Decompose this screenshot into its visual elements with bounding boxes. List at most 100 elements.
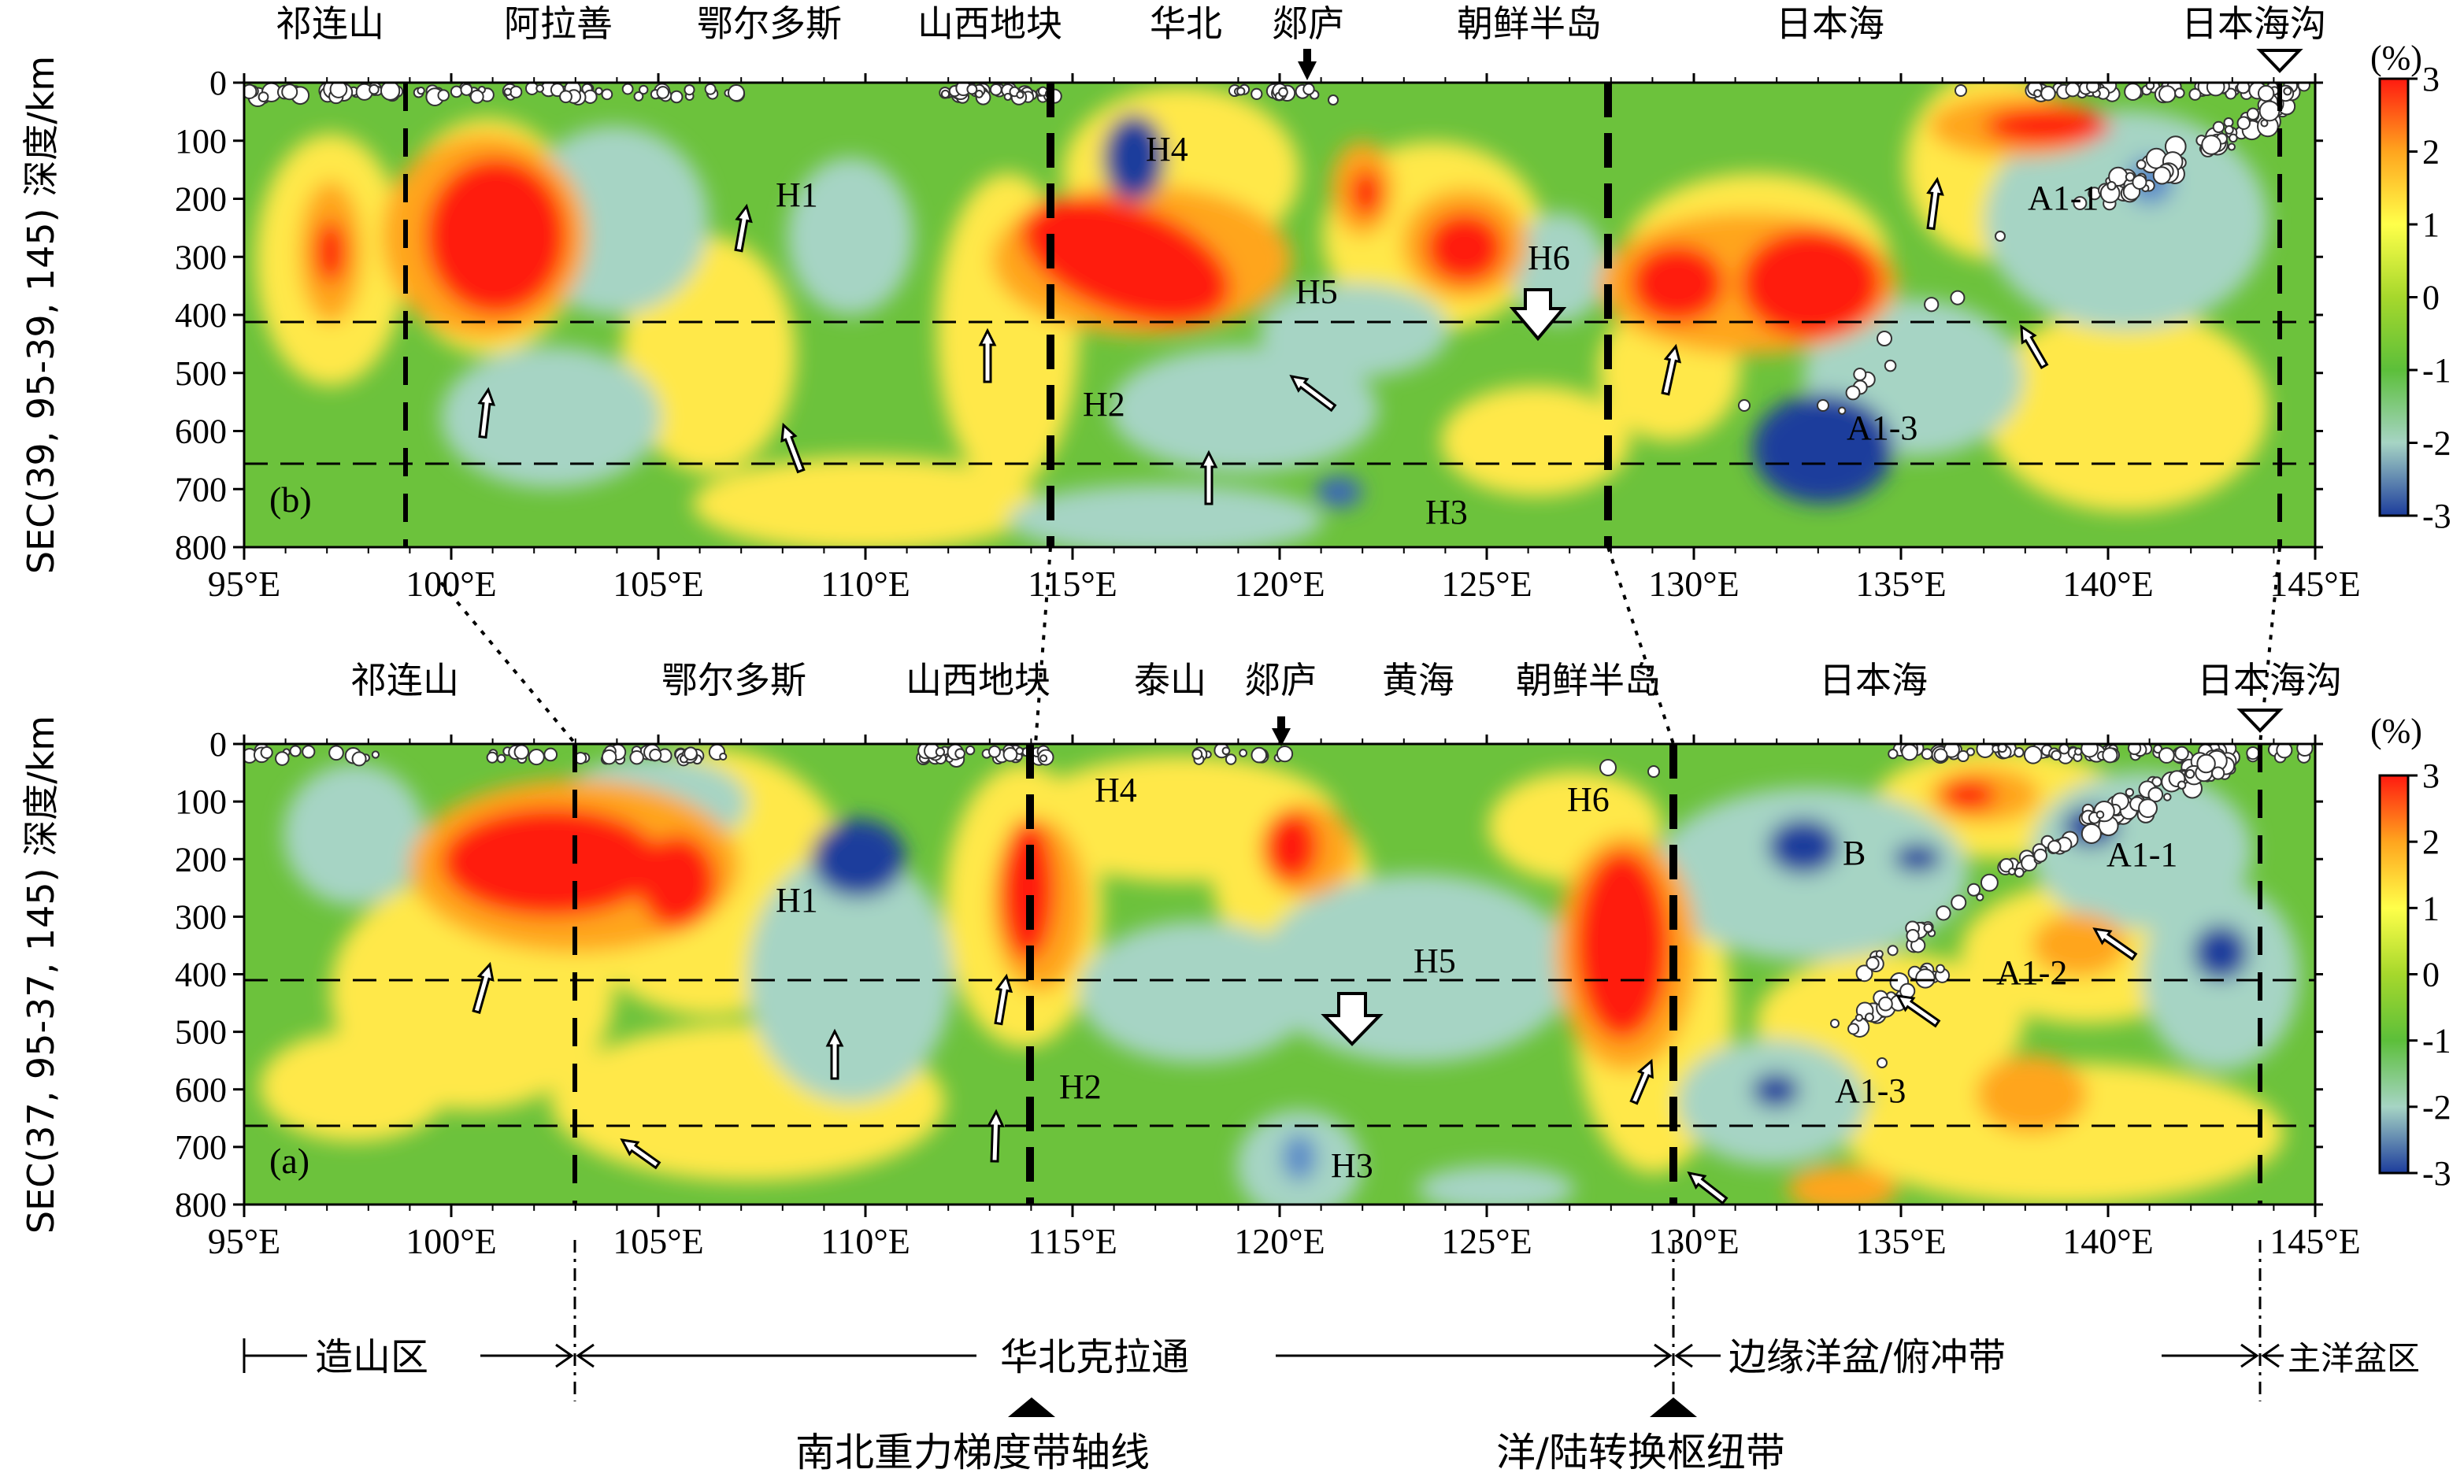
earthquake-dot xyxy=(329,83,348,98)
earthquake-dot xyxy=(503,87,513,96)
panel-a-earthquakes xyxy=(244,744,2314,1068)
earthquake-dot xyxy=(1738,399,1751,412)
earthquake-dot xyxy=(1888,748,1899,760)
y-tick-label: 700 xyxy=(175,470,227,509)
earthquake-dot xyxy=(2212,120,2225,134)
panel-b-feature-label: H2 xyxy=(1083,385,1125,424)
earthquake-dot xyxy=(1328,94,1339,105)
earthquake-dot xyxy=(1276,746,1294,763)
colorbar-tick-label: -1 xyxy=(2422,1022,2451,1060)
earthquake-dot xyxy=(1878,996,1893,1012)
panel-a-axes: 95°E 100°E 105°E 110°E 115°E 120°E 125°E 130°E 1… xyxy=(175,725,2361,1261)
earthquake-dot xyxy=(543,747,558,762)
earthquake-dot xyxy=(1278,87,1288,98)
panel-b-tanlu-marker-stem xyxy=(1303,49,1311,63)
panel-a-feature-label: A1-1 xyxy=(2106,835,2177,874)
flow-arrow-icon xyxy=(1661,343,1682,396)
panel-a-region-label: 黄海 xyxy=(1382,659,1454,701)
earthquake-dot xyxy=(486,751,498,764)
earthquake-dot xyxy=(1837,406,1847,415)
earthquake-dot xyxy=(2229,133,2238,143)
panel-b-colorbar: (%) 3 2 1 0 -1 -2 -3 xyxy=(2370,39,2451,535)
earthquake-dot xyxy=(1884,359,1897,372)
panel-a-feature-label: H3 xyxy=(1331,1146,1373,1185)
panel-a-feature-label: H5 xyxy=(1414,942,1456,980)
earthquake-dot xyxy=(509,85,523,98)
y-tick-label: 300 xyxy=(175,897,227,936)
earthquake-dot xyxy=(1830,1019,1840,1028)
earthquake-dot xyxy=(629,749,644,765)
panel-a-colorbar: (%) 3 2 1 0 -1 -2 -3 xyxy=(2370,712,2451,1193)
earthquake-dot xyxy=(966,83,978,95)
flow-arrow-icon xyxy=(780,422,806,474)
earthquake-dot xyxy=(1955,84,1967,97)
panel-b-region-label: 鄂尔多斯 xyxy=(697,2,842,45)
flow-arrow-icon xyxy=(1199,450,1218,505)
earthquake-dot xyxy=(289,745,302,757)
earthquake-dot xyxy=(1817,399,1829,412)
flow-arrow-icon xyxy=(1629,1058,1654,1105)
gravity-axis-label: 南北重力梯度带轴线 xyxy=(795,1430,1150,1475)
earthquake-dot xyxy=(595,87,603,95)
flow-arrow-icon xyxy=(734,203,753,253)
earthquake-dot xyxy=(1003,92,1012,102)
x-tick-label: 140°E xyxy=(2062,564,2154,604)
earthquake-dot xyxy=(2297,83,2310,92)
x-tick-label: 120°E xyxy=(1234,564,1325,604)
panel-a-ylabel: SEC(37, 95-37, 145) 深度/km xyxy=(20,716,62,1234)
earthquake-dot xyxy=(2276,744,2293,759)
earthquake-dot xyxy=(1845,385,1861,401)
x-tick-label: 95°E xyxy=(208,1221,281,1261)
panel-b-feature-label: A1-3 xyxy=(1847,409,1917,447)
colorbar-tick-label: 0 xyxy=(2422,279,2440,317)
panel-a-downwelling-arrow-icon xyxy=(1321,992,1384,1046)
earthquake-dot xyxy=(2246,746,2260,761)
earthquake-dot xyxy=(2151,776,2162,787)
x-tick-label: 145°E xyxy=(2269,1221,2361,1261)
earthquake-dot xyxy=(260,746,273,759)
panel-b-feature-labels: H1 H2 H3 H4 H5 H6 A1-1 A1-3 xyxy=(776,130,2099,531)
y-tick-label: 0 xyxy=(209,725,227,764)
earthquake-dot xyxy=(728,84,745,102)
earthquake-dot xyxy=(2040,85,2056,102)
colorbar-tick-label: -3 xyxy=(2422,497,2451,535)
panel-b-feature-label: A1-1 xyxy=(2028,179,2099,217)
earthquake-dot xyxy=(2033,848,2047,863)
earthquake-dot xyxy=(669,90,684,104)
earthquake-dot xyxy=(460,83,473,96)
earthquake-dot xyxy=(2227,142,2236,151)
panel-b: 95°E 100°E 105°E 110°E 115°E 120°E 125°E 130°E 1… xyxy=(20,2,2451,604)
earthquake-dot xyxy=(469,89,484,104)
earthquake-dot xyxy=(2236,83,2251,94)
earthquake-dot xyxy=(2124,83,2142,102)
colorbar-tick-label: -2 xyxy=(2422,424,2451,463)
x-tick-label: 115°E xyxy=(1028,564,1117,604)
colorbar-tick-label: -1 xyxy=(2422,351,2451,390)
earthquake-dot xyxy=(2132,174,2147,190)
earthquake-dot xyxy=(1302,83,1315,95)
panel-b-feature-label: H3 xyxy=(1425,493,1468,531)
earthquake-dot xyxy=(1225,753,1237,765)
panel-a-region-labels: 祁连山 鄂尔多斯 山西地块 泰山 郯庐 黄海 朝鲜半岛 日本海 日本海沟 xyxy=(350,659,2342,701)
earthquake-dot xyxy=(1995,231,2006,242)
earthquake-dot xyxy=(2058,744,2070,755)
earthquake-dot xyxy=(1877,1057,1888,1068)
zone-label-marginal-basin: 边缘洋盆/俯冲带 xyxy=(1729,1335,2006,1379)
panel-a-region-label: 山西地块 xyxy=(906,659,1050,701)
earthquake-dot xyxy=(1251,746,1268,764)
flow-arrow-icon xyxy=(1895,994,1941,1028)
panel-a-region-label: 日本海沟 xyxy=(2197,659,2342,701)
y-tick-label: 400 xyxy=(175,956,227,994)
panel-a-feature-label: H2 xyxy=(1059,1068,1102,1106)
x-tick-label: 100°E xyxy=(406,1221,497,1261)
earthquake-dot xyxy=(2127,744,2142,756)
panel-a-colorbar-unit: (%) xyxy=(2370,712,2422,750)
x-tick-label: 105°E xyxy=(613,1221,704,1261)
earthquake-dot xyxy=(1866,957,1880,971)
panel-a-region-label: 日本海 xyxy=(1819,659,1928,701)
x-tick-label: 115°E xyxy=(1028,1221,1117,1261)
earthquake-dot xyxy=(989,83,1002,96)
flow-arrow-icon xyxy=(978,328,997,383)
y-tick-label: 600 xyxy=(175,1071,227,1109)
earthquake-dot xyxy=(1239,749,1248,757)
